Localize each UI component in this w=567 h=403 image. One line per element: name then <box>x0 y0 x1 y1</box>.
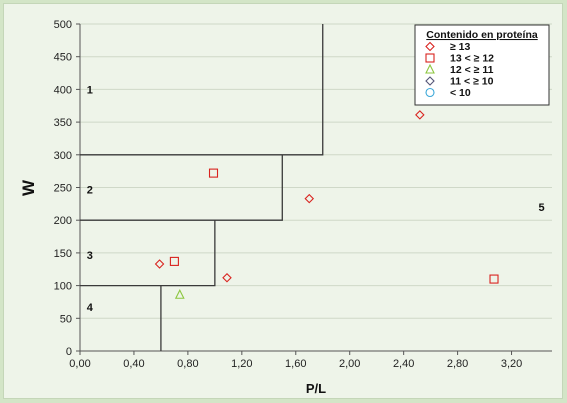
y-tick-label-10: 500 <box>54 19 72 31</box>
y-tick-label-7: 350 <box>54 117 72 129</box>
legend-label-0: ≥ 13 <box>450 41 471 53</box>
y-tick-label-0: 0 <box>66 346 72 358</box>
y-tick-label-3: 150 <box>54 248 72 260</box>
x-tick-label-6: 2,40 <box>393 358 414 370</box>
y-tick-label-4: 200 <box>54 215 72 227</box>
chart-frame: 0,00 0,40 0,80 1,20 1,60 2,00 2,40 2,80 3,20 0 50… <box>3 3 563 399</box>
axes <box>76 23 552 355</box>
x-tick-label-3: 1,20 <box>231 358 252 370</box>
legend-label-3: 11 < ≥ 10 <box>450 76 494 88</box>
x-tick-label-4: 1,60 <box>285 358 306 370</box>
legend-box <box>414 24 550 106</box>
legend-marker-triangle-2 <box>425 63 435 74</box>
data-point-diamond-0-2 <box>304 193 315 204</box>
x-tick-label-8: 3,20 <box>501 358 522 370</box>
region-label-2: 2 <box>87 184 93 196</box>
region-boundary-3 <box>80 220 216 287</box>
region-labels: 1 2 3 4 5 <box>87 84 545 314</box>
legend-marker-diamond-3 <box>425 76 435 86</box>
legend-label-4: < 10 <box>450 87 471 99</box>
data-point-diamond-0-0 <box>154 259 165 269</box>
data-point-square-1-1 <box>169 256 179 266</box>
x-tick-label-1: 0,40 <box>123 358 144 370</box>
region-boundaries <box>80 24 324 351</box>
data-points <box>154 110 499 299</box>
x-tick-label-0: 0,00 <box>69 358 90 370</box>
y-axis-title: W <box>19 179 38 196</box>
x-axis-title: P/L <box>306 381 326 396</box>
data-point-diamond-0-3 <box>415 110 425 120</box>
data-point-triangle-2-0 <box>174 289 185 299</box>
data-point-square-1-2 <box>489 274 499 284</box>
y-tick-label-2: 100 <box>54 281 72 293</box>
legend-label-1: 13 < ≥ 12 <box>450 53 494 65</box>
x-tick-labels: 0,00 0,40 0,80 1,20 1,60 2,00 2,40 2,80 3,20 <box>69 358 522 370</box>
y-tick-label-1: 50 <box>60 313 72 325</box>
y-tick-label-5: 250 <box>54 183 72 195</box>
region-label-5: 5 <box>539 202 545 214</box>
region-label-3: 3 <box>87 250 93 262</box>
data-point-square-1-0 <box>208 168 219 178</box>
x-tick-label-2: 0,80 <box>177 358 198 370</box>
legend-marker-diamond-0 <box>425 41 435 52</box>
x-tick-label-7: 2,80 <box>447 358 468 370</box>
legend-label-2: 12 < ≥ 11 <box>450 64 494 76</box>
data-point-diamond-0-1 <box>222 272 232 283</box>
region-label-1: 1 <box>87 84 93 96</box>
y-tick-label-8: 400 <box>54 84 72 96</box>
region-boundary-2 <box>80 154 283 221</box>
y-tick-labels: 0 50 100 150 200 250 300 350 400 450 500 <box>54 19 72 358</box>
legend-marker-square-1 <box>425 53 435 63</box>
y-tick-label-6: 300 <box>54 150 72 162</box>
region-boundary-1 <box>80 24 324 156</box>
region-label-4: 4 <box>87 302 94 314</box>
scatter-chart: 0,00 0,40 0,80 1,20 1,60 2,00 2,40 2,80 3,20 050… <box>19 19 552 396</box>
y-tick-label-9: 450 <box>54 52 72 64</box>
legend-title: Contenido en proteína <box>426 29 538 41</box>
legend-marker-circle-4 <box>425 87 435 98</box>
x-tick-label-5: 2,00 <box>339 358 360 370</box>
